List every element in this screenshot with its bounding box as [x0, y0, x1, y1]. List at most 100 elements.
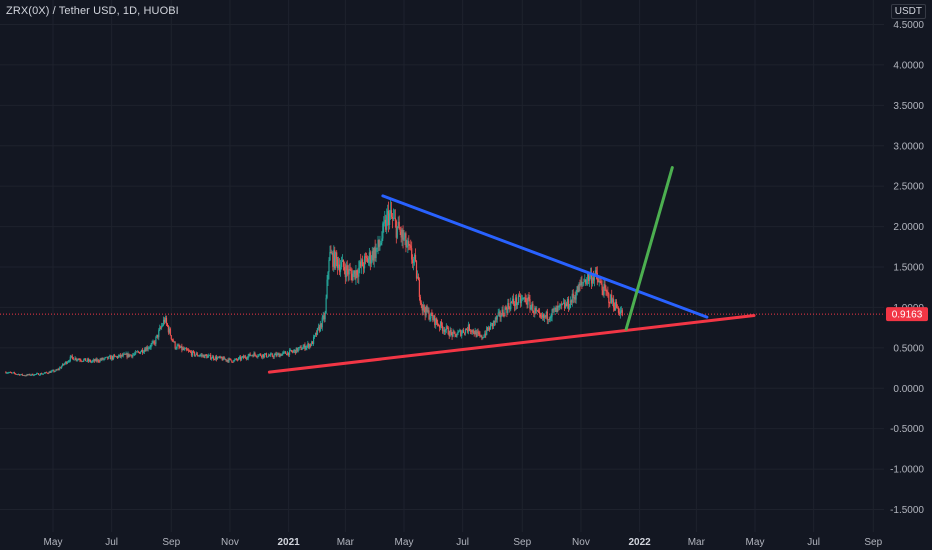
candle-body: [74, 357, 76, 360]
candle-body: [607, 291, 609, 294]
candle-body: [328, 260, 330, 273]
candle-body: [339, 266, 342, 272]
candle-body: [244, 356, 246, 358]
candle-body: [131, 354, 133, 357]
candle-body: [601, 284, 603, 291]
candle-body: [187, 350, 190, 352]
candle-body: [345, 265, 347, 278]
candle-body: [80, 360, 82, 362]
candle-body: [229, 358, 231, 360]
candle-body: [184, 348, 186, 350]
candle-body: [28, 374, 30, 375]
candle-body: [123, 353, 125, 355]
candle-body: [597, 279, 599, 283]
candle-body: [193, 351, 195, 356]
candle-body: [542, 314, 545, 318]
candle-body: [508, 303, 510, 308]
candle-body: [119, 354, 121, 357]
x-tick-label: Sep: [864, 537, 882, 548]
candle-body: [603, 283, 605, 295]
candle-body: [200, 354, 202, 356]
currency-badge[interactable]: USDT: [890, 4, 926, 19]
candle-body: [102, 357, 104, 360]
candle-body: [487, 327, 489, 331]
candle-body: [526, 302, 528, 305]
candle-body: [92, 359, 94, 361]
candle-body: [482, 337, 484, 339]
candle-body: [241, 356, 244, 358]
candle-body: [227, 359, 229, 362]
candle-body: [612, 299, 614, 303]
candle-body: [463, 332, 466, 334]
candle-body: [509, 307, 511, 310]
candle-body: [363, 256, 366, 269]
candle-body: [68, 360, 70, 362]
candle-body: [384, 219, 386, 223]
candle-body: [466, 329, 469, 332]
candle-body: [383, 222, 385, 224]
candle-body: [199, 355, 201, 357]
candle-body: [46, 372, 48, 374]
candle-body: [480, 335, 482, 337]
candle-body: [259, 353, 261, 355]
candle-body: [421, 304, 423, 311]
candle-body: [20, 374, 22, 375]
candle-body: [388, 213, 391, 225]
candle-body: [40, 373, 43, 375]
candle-body: [313, 335, 316, 337]
candle-body: [87, 359, 89, 361]
last-price-tag: [886, 307, 928, 322]
candle-body: [409, 245, 411, 247]
candle-body: [454, 332, 456, 335]
candle-body: [379, 244, 381, 247]
candle-body: [110, 356, 112, 360]
candle-body: [93, 359, 95, 362]
upper-trendline[interactable]: [381, 194, 709, 319]
candle-body: [334, 250, 336, 269]
candle-body: [500, 316, 502, 318]
candle-body: [178, 345, 180, 348]
candle-body: [153, 341, 155, 343]
lower-trendline[interactable]: [267, 314, 756, 374]
candle-body: [554, 307, 556, 310]
candle-body: [51, 370, 53, 372]
candle-body: [423, 305, 425, 311]
candle-body: [407, 241, 409, 247]
breakout-projection[interactable]: [624, 166, 674, 331]
candle-body: [433, 315, 435, 321]
candle-body: [11, 372, 13, 374]
candle-body: [537, 310, 539, 312]
candle-body: [494, 317, 496, 323]
candle-body: [481, 335, 483, 339]
candle-body: [231, 360, 233, 363]
candle-body: [446, 326, 448, 328]
candle-body: [587, 273, 589, 281]
candle-body: [222, 357, 224, 361]
candle-body: [551, 309, 553, 317]
candle-body: [269, 353, 271, 356]
candle-body: [30, 375, 32, 376]
candle-body: [588, 276, 591, 281]
candle-body: [237, 357, 240, 360]
candle-body: [495, 317, 497, 320]
candle-body: [549, 318, 551, 320]
candle-body: [505, 307, 507, 309]
candle-body: [289, 350, 292, 351]
candle-body: [617, 308, 620, 313]
candle-body: [441, 325, 444, 331]
candle-body: [546, 311, 548, 321]
candle-body: [547, 319, 549, 321]
candle-body: [283, 351, 285, 353]
candle-body: [52, 370, 54, 372]
candle-body: [66, 362, 69, 364]
candle-body: [478, 332, 480, 334]
candle-body: [430, 312, 432, 318]
candle-body: [442, 329, 445, 331]
candle-body: [363, 266, 365, 269]
candle-body: [292, 350, 295, 353]
candle-body: [18, 374, 20, 376]
candle-body: [117, 356, 119, 358]
candle-body: [85, 358, 87, 362]
